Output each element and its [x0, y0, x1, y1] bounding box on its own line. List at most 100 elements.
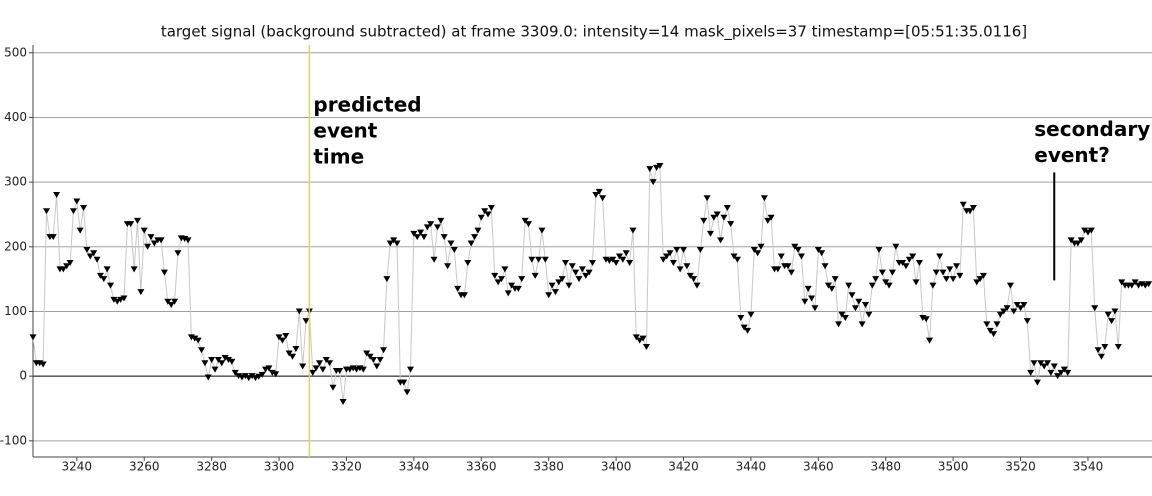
marker	[1131, 279, 1139, 286]
marker	[1064, 369, 1072, 376]
marker	[83, 247, 91, 254]
marker	[929, 282, 937, 289]
marker	[838, 311, 846, 318]
marker	[915, 259, 923, 266]
marker	[1006, 282, 1014, 289]
marker	[1118, 279, 1126, 286]
marker	[841, 314, 849, 321]
marker	[636, 337, 644, 344]
marker	[1097, 353, 1105, 360]
marker	[659, 256, 667, 263]
marker	[477, 214, 485, 221]
marker	[905, 256, 913, 263]
marker	[1067, 237, 1075, 244]
marker	[615, 253, 623, 260]
marker	[578, 266, 586, 273]
x-tick-label: 3380	[533, 460, 564, 474]
marker	[824, 282, 832, 289]
marker	[133, 217, 141, 224]
marker	[666, 250, 674, 257]
marker	[656, 162, 664, 169]
annotation-text: secondary	[1034, 117, 1150, 141]
marker	[845, 282, 853, 289]
x-tick-label: 3540	[1073, 460, 1104, 474]
marker	[504, 290, 512, 297]
marker	[855, 298, 863, 305]
marker	[437, 217, 445, 224]
x-tick-label: 3460	[803, 460, 834, 474]
marker	[90, 250, 98, 257]
marker	[582, 272, 590, 279]
marker	[417, 229, 425, 236]
marker	[1013, 302, 1021, 309]
marker	[137, 289, 145, 296]
x-tick-label: 3260	[129, 460, 160, 474]
marker	[265, 365, 273, 372]
marker	[528, 256, 536, 263]
marker	[909, 253, 917, 260]
marker	[774, 266, 782, 273]
marker	[622, 250, 630, 257]
marker	[878, 269, 886, 276]
marker	[568, 263, 576, 270]
marker	[494, 279, 502, 286]
marker	[868, 282, 876, 289]
marker	[447, 240, 455, 247]
marker	[953, 263, 961, 270]
marker	[430, 256, 438, 263]
marker	[693, 282, 701, 289]
marker	[312, 365, 320, 372]
marker	[406, 366, 414, 373]
marker	[801, 298, 809, 305]
marker	[767, 214, 775, 221]
marker	[700, 217, 708, 224]
marker	[558, 276, 566, 283]
marker	[949, 276, 957, 283]
marker	[811, 305, 819, 312]
marker	[444, 263, 452, 270]
marker	[157, 237, 165, 244]
marker	[1084, 229, 1092, 236]
marker	[292, 345, 300, 352]
marker	[221, 355, 229, 362]
marker	[642, 344, 650, 351]
marker	[96, 272, 104, 279]
marker	[309, 369, 317, 376]
marker	[969, 204, 977, 211]
marker	[224, 356, 232, 363]
marker	[110, 296, 118, 303]
marker	[1017, 305, 1025, 312]
marker	[848, 292, 856, 299]
marker	[946, 266, 954, 273]
marker	[804, 285, 812, 292]
marker	[248, 373, 256, 380]
marker	[888, 269, 896, 276]
marker	[329, 384, 337, 391]
marker	[720, 214, 728, 221]
marker	[784, 263, 792, 270]
marker	[299, 363, 307, 370]
marker	[875, 247, 883, 254]
marker	[808, 295, 816, 302]
marker	[612, 259, 620, 266]
y-tick-label: 500	[4, 45, 27, 59]
marker	[750, 247, 758, 254]
marker	[696, 247, 704, 254]
marker	[562, 259, 570, 266]
marker	[481, 208, 489, 215]
marker	[278, 337, 286, 344]
marker	[882, 279, 890, 286]
marker	[976, 276, 984, 283]
marker	[467, 240, 475, 247]
marker	[730, 253, 738, 260]
marker	[983, 321, 991, 328]
marker	[484, 211, 492, 218]
marker	[107, 282, 115, 289]
marker	[275, 334, 283, 341]
marker	[1108, 318, 1116, 325]
x-tick-label: 3320	[331, 460, 362, 474]
marker	[872, 276, 880, 283]
marker	[737, 314, 745, 321]
marker	[427, 221, 435, 228]
